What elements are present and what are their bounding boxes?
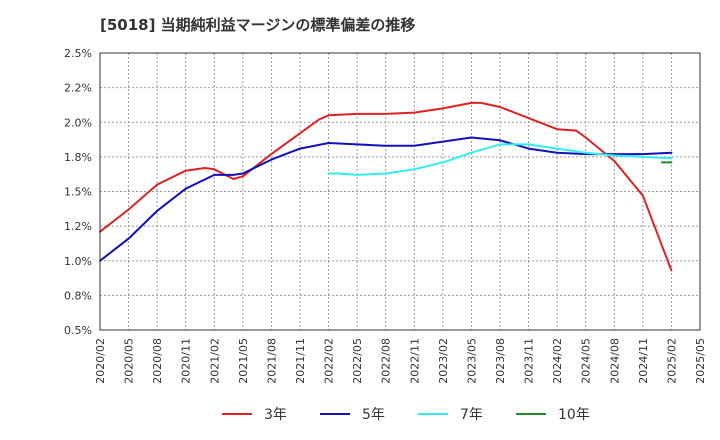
series-line [327,143,673,176]
x-tick-label: 2024/05 [580,338,593,384]
x-tick-label: 2020/11 [180,338,193,384]
y-tick-label: 2.2% [64,82,92,95]
x-tick-label: 2023/05 [465,338,478,384]
legend: 3年 5年 7年 10年 [222,407,590,423]
legend-label: 7年 [460,407,483,423]
series-line [99,101,673,272]
x-tick-label: 2024/02 [551,338,564,384]
x-tick-label: 2024/11 [637,338,650,384]
x-axis-ticks: 2020/02 2020/05 2020/08 2020/11 2021/02 2021/… [94,338,707,384]
x-tick-label: 2025/05 [694,338,707,384]
x-tick-label: 2022/11 [408,338,421,384]
y-tick-label: 1.0% [64,255,92,268]
y-tick-label: 2.5% [64,47,92,60]
legend-label: 10年 [558,407,590,423]
x-tick-label: 2020/02 [94,338,107,384]
x-tick-label: 2023/11 [523,338,536,384]
grid [99,53,701,330]
y-tick-label: 1.5% [64,186,92,199]
x-tick-label: 2023/08 [494,338,507,384]
y-tick-label: 1.8% [64,151,92,164]
x-tick-label: 2022/05 [351,338,364,384]
x-tick-label: 2021/11 [294,338,307,384]
chart-title: [5018] 当期純利益マージンの標準偏差の推移 [100,16,415,34]
x-tick-label: 2023/02 [437,338,450,384]
y-tick-label: 0.8% [64,289,92,302]
y-tick-label: 0.5% [64,324,92,337]
legend-label: 3年 [264,407,287,423]
series-line [99,136,673,262]
plot-frame [99,52,701,331]
x-tick-label: 2025/02 [665,338,678,384]
x-tick-label: 2021/02 [208,338,221,384]
x-tick-label: 2021/05 [237,338,250,384]
x-tick-label: 2024/08 [608,338,621,384]
series-lines [99,101,673,272]
x-tick-label: 2021/08 [265,338,278,384]
y-axis-ticks: 0.5% 0.8% 1.0% 1.2% 1.5% 1.8% 2.0% 2.2% 2.5% [64,47,92,337]
y-tick-label: 1.2% [64,220,92,233]
x-tick-label: 2020/08 [151,338,164,384]
x-tick-label: 2022/02 [323,338,336,384]
x-tick-label: 2020/05 [123,338,136,384]
y-tick-label: 2.0% [64,116,92,129]
legend-label: 5年 [362,407,385,423]
x-tick-label: 2022/08 [380,338,393,384]
